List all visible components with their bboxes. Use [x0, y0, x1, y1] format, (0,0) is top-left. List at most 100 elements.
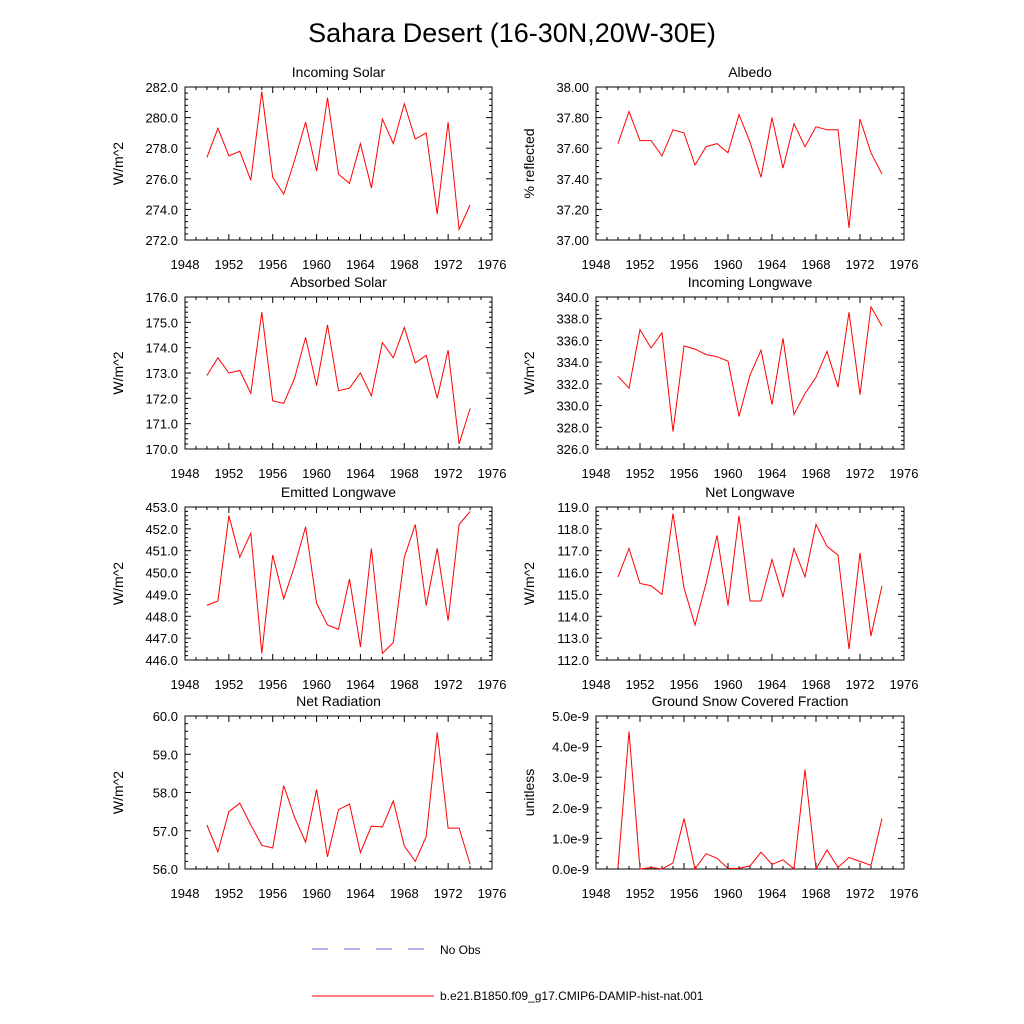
panels: Incoming Solar W/m^2 1948 1952 1956 1960 1964 1…	[110, 64, 918, 901]
y-tick-label: 56.0	[153, 862, 178, 877]
y-tick-label: 170.0	[145, 442, 178, 457]
panel-title: Absorbed Solar	[290, 274, 387, 290]
x-tick-label: 1952	[214, 886, 243, 901]
x-tick-label: 1976	[890, 886, 919, 901]
y-axis-label: % reflected	[521, 128, 537, 198]
legend-obs-label: No Obs	[440, 943, 481, 957]
y-tick-label: 448.0	[145, 609, 178, 624]
y-tick-label: 328.0	[556, 420, 589, 435]
y-tick-label: 336.0	[556, 333, 589, 348]
x-tick-label: 1976	[890, 257, 919, 272]
y-tick-label: 452.0	[145, 522, 178, 537]
panel-6: Net Radiation W/m^2 1948 1952 1956 1960 1964 19…	[110, 693, 506, 901]
x-tick-label: 1972	[434, 466, 463, 481]
y-tick-label: 172.0	[145, 391, 178, 406]
x-tick-label: 1968	[802, 466, 831, 481]
y-tick-label: 0.0e-9	[552, 862, 589, 877]
series-line	[206, 732, 471, 865]
x-tick-label: 1960	[302, 677, 331, 692]
legend-model-label: b.e21.B1850.f09_g17.CMIP6-DAMIP-hist-nat…	[440, 989, 704, 1003]
y-tick-label: 340.0	[556, 290, 589, 305]
y-tick-label: 37.60	[556, 141, 589, 156]
series-line	[617, 731, 883, 871]
x-tick-label: 1968	[390, 677, 419, 692]
x-tick-label: 1968	[802, 257, 831, 272]
x-tick-label: 1948	[582, 677, 611, 692]
plot-frame	[595, 715, 905, 870]
x-tick-label: 1956	[670, 886, 699, 901]
series-line	[617, 305, 883, 432]
y-tick-label: 176.0	[145, 290, 178, 305]
x-tick-label: 1960	[714, 466, 743, 481]
x-tick-label: 1956	[258, 886, 287, 901]
y-tick-label: 116.0	[557, 566, 589, 581]
x-tick-label: 1968	[802, 886, 831, 901]
x-tick-label: 1948	[582, 886, 611, 901]
x-tick-label: 1972	[846, 886, 875, 901]
y-tick-label: 171.0	[145, 417, 178, 432]
y-tick-label: 1.0e-9	[552, 831, 589, 846]
x-tick-label: 1964	[346, 886, 375, 901]
y-tick-label: 451.0	[145, 544, 178, 559]
y-tick-label: 175.0	[145, 315, 178, 330]
y-tick-label: 280.0	[145, 111, 178, 126]
panel-title: Ground Snow Covered Fraction	[652, 693, 849, 709]
y-tick-label: 278.0	[145, 141, 178, 156]
y-tick-label: 37.40	[556, 172, 589, 187]
x-tick-label: 1976	[890, 677, 919, 692]
x-tick-label: 1976	[478, 257, 507, 272]
plot-frame	[595, 296, 905, 450]
x-tick-label: 1964	[758, 886, 787, 901]
x-tick-label: 1964	[758, 257, 787, 272]
x-tick-label: 1968	[390, 257, 419, 272]
x-tick-label: 1964	[346, 677, 375, 692]
plot-frame	[184, 86, 493, 241]
y-tick-label: 282.0	[145, 80, 178, 95]
x-tick-label: 1948	[171, 886, 200, 901]
x-tick-label: 1972	[434, 886, 463, 901]
x-tick-label: 1968	[390, 466, 419, 481]
y-tick-label: 37.20	[556, 202, 589, 217]
x-tick-label: 1964	[758, 677, 787, 692]
x-tick-label: 1952	[214, 466, 243, 481]
x-tick-label: 1960	[302, 466, 331, 481]
panel-7: Ground Snow Covered Fraction unitless 1948…	[521, 693, 918, 901]
x-tick-label: 1968	[390, 886, 419, 901]
y-tick-label: 2.0e-9	[552, 801, 589, 816]
x-tick-label: 1972	[434, 257, 463, 272]
x-tick-label: 1956	[258, 466, 287, 481]
x-tick-label: 1972	[434, 677, 463, 692]
y-tick-label: 59.0	[153, 747, 178, 762]
panel-title: Incoming Solar	[292, 64, 386, 80]
x-tick-label: 1948	[171, 466, 200, 481]
panel-title: Incoming Longwave	[688, 274, 813, 290]
y-tick-label: 174.0	[145, 341, 178, 356]
y-tick-label: 57.0	[153, 824, 178, 839]
y-tick-label: 113.0	[557, 631, 589, 646]
x-tick-label: 1948	[171, 257, 200, 272]
figure-title: Sahara Desert (16-30N,20W-30E)	[308, 18, 716, 48]
x-tick-label: 1952	[626, 677, 655, 692]
y-tick-label: 58.0	[153, 786, 178, 801]
panel-title: Net Longwave	[705, 484, 795, 500]
x-tick-label: 1976	[890, 466, 919, 481]
x-tick-label: 1972	[846, 466, 875, 481]
x-tick-label: 1952	[214, 257, 243, 272]
y-tick-label: 37.00	[556, 233, 589, 248]
y-tick-label: 118.0	[557, 522, 589, 537]
x-tick-label: 1948	[582, 466, 611, 481]
y-axis-label: W/m^2	[110, 562, 126, 605]
x-tick-label: 1952	[626, 886, 655, 901]
x-tick-label: 1964	[346, 257, 375, 272]
x-tick-label: 1952	[214, 677, 243, 692]
x-tick-label: 1956	[258, 257, 287, 272]
y-tick-label: 5.0e-9	[552, 709, 589, 724]
x-tick-label: 1952	[626, 466, 655, 481]
y-tick-label: 338.0	[556, 312, 589, 327]
y-tick-label: 446.0	[145, 653, 178, 668]
y-axis-label: W/m^2	[110, 142, 126, 185]
x-tick-label: 1960	[302, 257, 331, 272]
x-tick-label: 1956	[670, 677, 699, 692]
y-axis-label: W/m^2	[110, 771, 126, 814]
